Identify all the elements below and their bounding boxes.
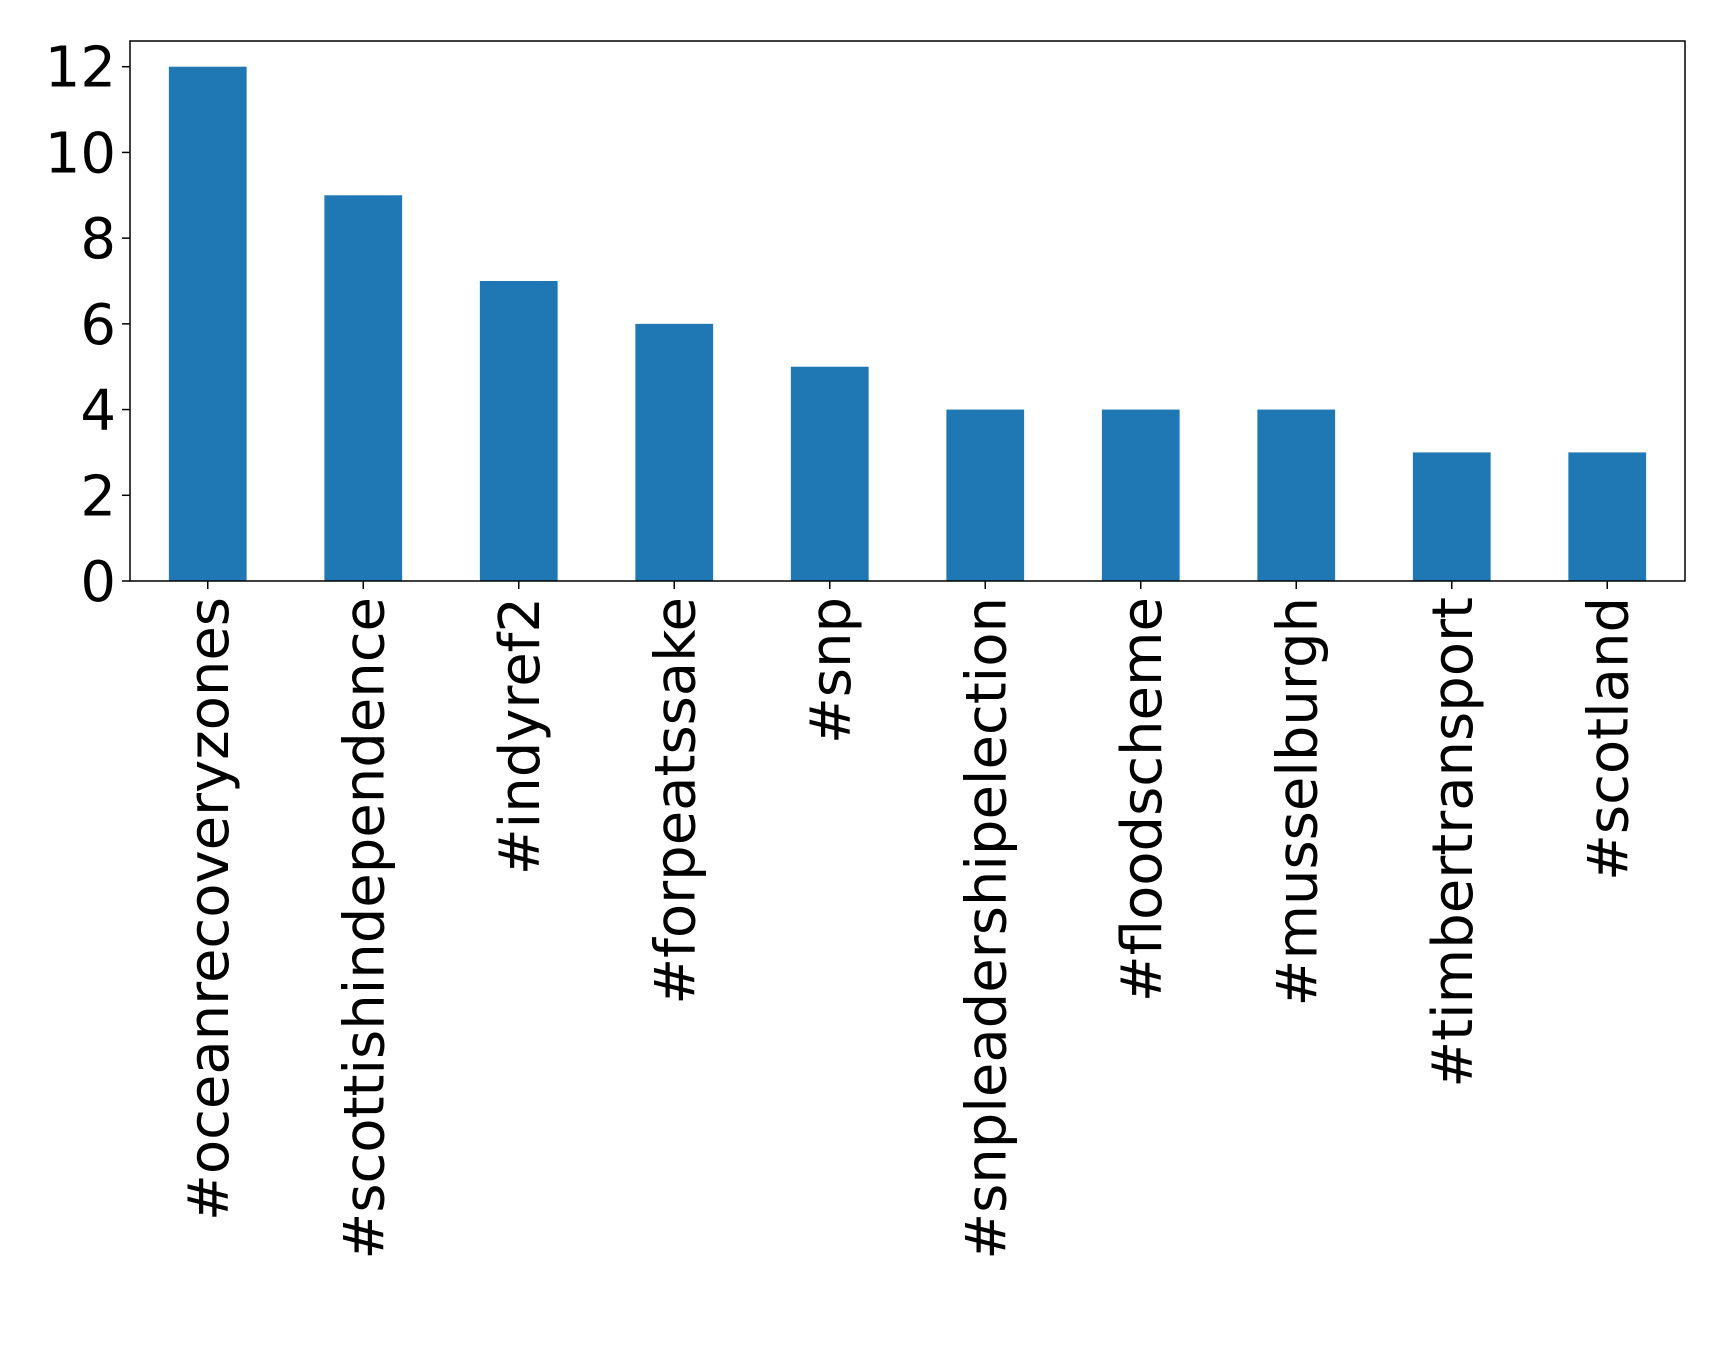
x-tick-label: #forpeatssake xyxy=(643,597,708,1005)
x-tick-label: #indyref2 xyxy=(488,597,553,875)
x-tick-label: #oceanrecoveryzones xyxy=(177,597,242,1221)
bar xyxy=(635,323,714,581)
y-tick-label: 8 xyxy=(80,207,116,272)
x-tick-label: #scottishindependence xyxy=(332,597,397,1260)
x-tick-label: #snp xyxy=(799,597,864,744)
x-tick-label: #snpleadershipelection xyxy=(954,597,1019,1260)
y-tick-label: 12 xyxy=(45,36,116,101)
bars-group xyxy=(168,66,1647,582)
plot-frame xyxy=(129,40,1686,582)
y-tick-label: 2 xyxy=(80,464,116,529)
x-tick-label: #scotland xyxy=(1576,597,1641,881)
bar xyxy=(168,66,247,581)
bar xyxy=(790,366,869,581)
x-tick-label: #musselburgh xyxy=(1265,597,1330,1006)
y-axis-ticks: 0 2 4 6 8 10 12 xyxy=(45,36,130,615)
bar xyxy=(479,281,558,581)
y-tick-label: 0 xyxy=(80,550,116,615)
y-tick-label: 10 xyxy=(45,121,116,186)
bar xyxy=(1568,452,1647,581)
bar xyxy=(946,409,1025,581)
y-tick-label: 4 xyxy=(80,379,116,444)
bar xyxy=(1412,452,1491,581)
x-tick-label: #timbertransport xyxy=(1421,597,1486,1088)
bar xyxy=(1257,409,1336,581)
x-tick-label: #floodscheme xyxy=(1110,597,1175,1002)
x-axis-ticks: #oceanrecoveryzones #scottishindependence… xyxy=(177,581,1641,1260)
bar xyxy=(324,195,403,582)
bar xyxy=(1101,409,1180,581)
y-tick-label: 6 xyxy=(80,293,116,358)
